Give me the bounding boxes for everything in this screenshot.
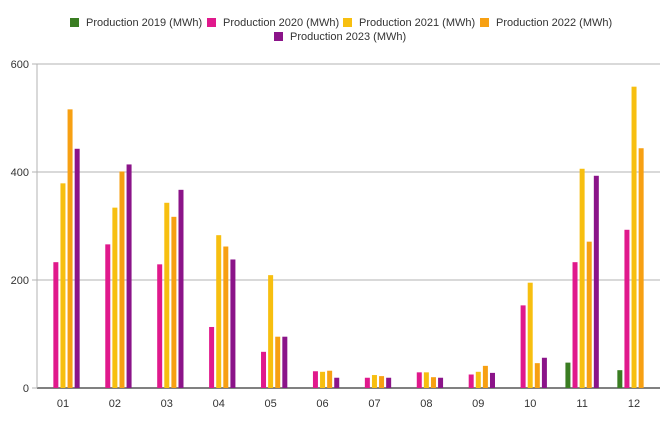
x-tick-label: 01 — [57, 398, 69, 410]
bar — [371, 375, 377, 388]
legend-swatch — [70, 18, 79, 27]
bar — [541, 357, 547, 388]
bar — [572, 262, 578, 388]
legend-label: Production 2021 (MWh) — [359, 17, 475, 29]
bar — [275, 336, 281, 388]
bar — [617, 370, 623, 388]
bar — [638, 148, 644, 388]
y-tick-label: 200 — [11, 275, 29, 287]
bars — [53, 86, 644, 389]
bar — [593, 175, 599, 388]
x-tick-label: 10 — [524, 398, 536, 410]
bar — [112, 207, 118, 388]
legend-label: Production 2023 (MWh) — [290, 31, 406, 43]
bar — [386, 377, 392, 388]
x-tick-label: 08 — [420, 398, 432, 410]
bar — [67, 109, 73, 389]
bar — [565, 362, 571, 388]
bar — [282, 336, 288, 388]
bar — [482, 365, 488, 388]
x-tick-label: 11 — [576, 398, 587, 410]
bar — [475, 371, 481, 388]
x-tick-label: 05 — [265, 398, 277, 410]
bar — [334, 377, 340, 388]
legend-label: Production 2019 (MWh) — [86, 17, 202, 29]
grid-lines — [37, 63, 660, 389]
bar — [268, 275, 274, 388]
bar — [624, 229, 630, 388]
y-axis: 0 200 400 600 — [11, 59, 38, 395]
bar — [468, 374, 474, 388]
bar — [586, 241, 592, 388]
bar — [327, 370, 333, 388]
bar — [534, 363, 540, 388]
legend-label: Production 2020 (MWh) — [223, 17, 339, 29]
bar — [105, 244, 111, 388]
legend: Production 2019 (MWh) Production 2020 (MW… — [70, 17, 612, 43]
x-axis: 01 02 03 04 05 06 07 08 09 10 11 12 — [57, 398, 640, 410]
y-tick-label: 400 — [11, 167, 29, 179]
bar — [60, 183, 66, 388]
bar — [438, 377, 444, 388]
bar — [312, 371, 318, 388]
bar — [216, 235, 222, 388]
bar — [527, 282, 533, 388]
bar — [489, 372, 495, 388]
bar — [178, 189, 184, 388]
x-tick-label: 04 — [213, 398, 225, 410]
legend-label: Production 2022 (MWh) — [496, 17, 612, 29]
legend-swatch — [343, 18, 352, 27]
bar — [416, 372, 422, 388]
y-tick-label: 600 — [11, 59, 29, 71]
bar — [430, 377, 436, 388]
legend-swatch — [480, 18, 489, 27]
x-tick-label: 02 — [109, 398, 121, 410]
bar — [119, 171, 125, 388]
x-tick-label: 06 — [316, 398, 328, 410]
bar — [157, 264, 163, 388]
y-tick-label: 0 — [23, 383, 29, 395]
bar — [379, 376, 385, 388]
bar — [364, 377, 370, 388]
x-tick-label: 07 — [368, 398, 380, 410]
bar — [74, 148, 80, 388]
bar — [423, 372, 429, 388]
legend-swatch — [207, 18, 216, 27]
bar — [230, 259, 236, 388]
bar — [631, 86, 637, 389]
bar — [126, 164, 132, 388]
bar — [164, 202, 170, 388]
bar — [320, 371, 326, 388]
bar — [171, 216, 177, 388]
bar — [53, 262, 59, 388]
bar — [223, 246, 229, 388]
bar — [261, 351, 267, 388]
bar — [209, 326, 215, 388]
x-tick-label: 12 — [628, 398, 640, 410]
x-tick-label: 03 — [161, 398, 173, 410]
x-tick-label: 09 — [472, 398, 484, 410]
legend-swatch — [274, 32, 283, 41]
bar — [579, 168, 585, 388]
bar — [520, 305, 526, 388]
